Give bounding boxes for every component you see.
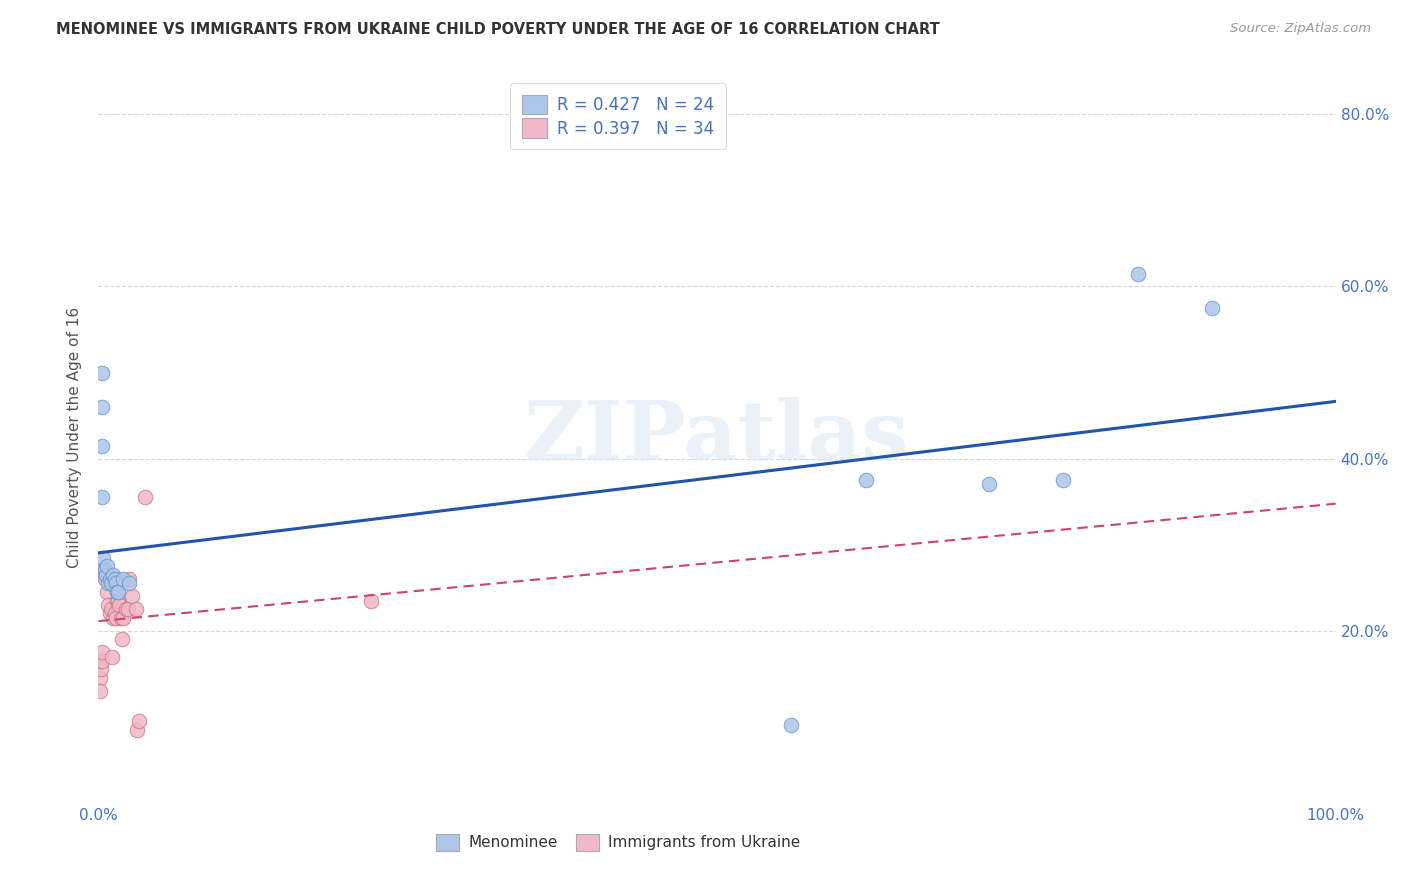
Point: [108, 598, 131, 612]
Point: [104, 576, 127, 591]
Point: [124, 602, 146, 616]
Point: [91, 645, 114, 659]
Point: [121, 589, 143, 603]
Point: [103, 611, 125, 625]
Point: [98, 572, 121, 586]
Point: [89, 671, 111, 685]
Point: [91, 366, 114, 380]
Point: [118, 576, 141, 591]
Point: [112, 572, 135, 586]
Point: [780, 718, 803, 732]
Text: ZIPatlas: ZIPatlas: [524, 397, 910, 477]
Point: [979, 477, 1001, 491]
Point: [96, 559, 118, 574]
Point: [105, 593, 128, 607]
Point: [107, 585, 129, 599]
Point: [1126, 267, 1149, 281]
Point: [93, 564, 115, 578]
Point: [100, 602, 122, 616]
Point: [97, 576, 120, 591]
Y-axis label: Child Poverty Under the Age of 16: Child Poverty Under the Age of 16: [67, 307, 83, 567]
Point: [90, 654, 112, 668]
Point: [90, 662, 112, 676]
Legend: Menominee, Immigrants from Ukraine: Menominee, Immigrants from Ukraine: [430, 828, 806, 857]
Point: [91, 654, 114, 668]
Point: [360, 593, 382, 607]
Point: [98, 607, 121, 621]
Point: [110, 611, 132, 625]
Point: [103, 607, 125, 621]
Point: [103, 572, 125, 586]
Point: [103, 567, 125, 582]
Point: [94, 567, 117, 582]
Point: [97, 598, 120, 612]
Point: [100, 576, 122, 591]
Point: [93, 572, 115, 586]
Point: [96, 585, 118, 599]
Point: [91, 491, 114, 505]
Point: [128, 714, 150, 728]
Point: [105, 585, 128, 599]
Point: [89, 684, 111, 698]
Point: [93, 567, 115, 582]
Point: [93, 564, 115, 578]
Point: [91, 439, 114, 453]
Point: [93, 564, 115, 578]
Point: [107, 593, 129, 607]
Point: [117, 602, 139, 616]
Point: [94, 567, 117, 582]
Text: Source: ZipAtlas.com: Source: ZipAtlas.com: [1230, 22, 1371, 36]
Point: [118, 572, 141, 586]
Point: [104, 611, 127, 625]
Point: [134, 491, 156, 505]
Point: [855, 473, 877, 487]
Point: [91, 400, 114, 414]
Point: [93, 550, 115, 565]
Text: MENOMINEE VS IMMIGRANTS FROM UKRAINE CHILD POVERTY UNDER THE AGE OF 16 CORRELATI: MENOMINEE VS IMMIGRANTS FROM UKRAINE CHI…: [56, 22, 941, 37]
Point: [125, 723, 148, 737]
Point: [101, 649, 124, 664]
Point: [111, 632, 134, 647]
Point: [112, 611, 135, 625]
Point: [1201, 301, 1223, 315]
Point: [1052, 473, 1074, 487]
Point: [114, 602, 136, 616]
